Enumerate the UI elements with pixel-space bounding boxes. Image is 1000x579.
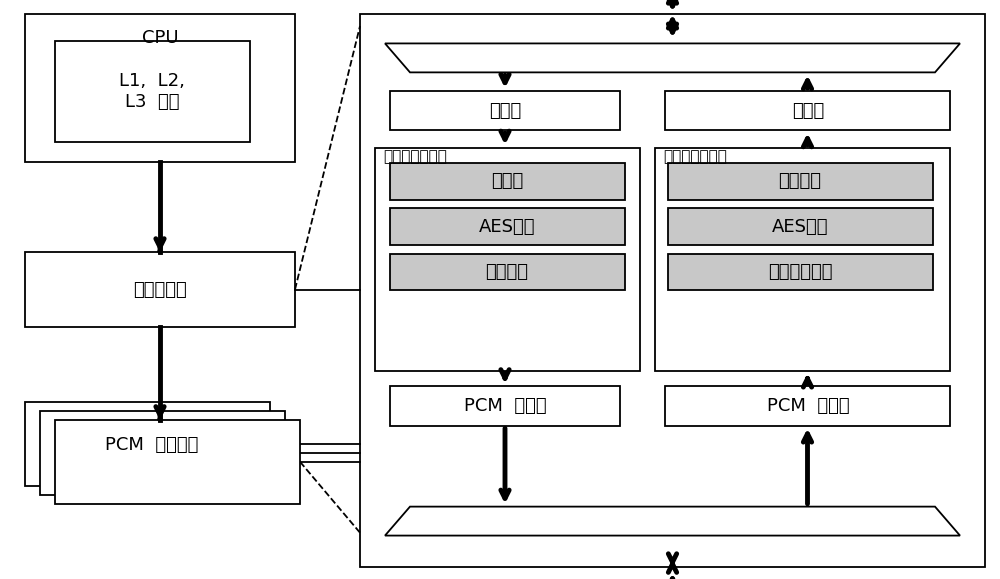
Text: 循环移动: 循环移动 xyxy=(486,263,528,281)
Bar xyxy=(390,208,625,245)
Text: CPU: CPU xyxy=(142,28,178,47)
Text: 内存控制器: 内存控制器 xyxy=(133,280,187,299)
Polygon shape xyxy=(385,43,960,72)
Text: PCM  读控制: PCM 读控制 xyxy=(767,397,849,415)
Text: 数据重映射恢复: 数据重映射恢复 xyxy=(663,149,727,164)
Bar xyxy=(665,91,950,130)
Text: 逆向循环移动: 逆向循环移动 xyxy=(768,263,832,281)
Bar xyxy=(25,252,295,327)
Text: AES解密: AES解密 xyxy=(772,218,828,236)
Bar xyxy=(390,254,625,290)
Polygon shape xyxy=(385,507,960,536)
Text: L1,  L2,
L3  缓存: L1, L2, L3 缓存 xyxy=(119,72,185,111)
Bar xyxy=(668,254,933,290)
Text: 写缓冲: 写缓冲 xyxy=(489,101,521,120)
Bar xyxy=(665,386,950,426)
Text: 重映射: 重映射 xyxy=(491,172,523,190)
Text: 数据重映射加密: 数据重映射加密 xyxy=(383,149,447,164)
Bar xyxy=(655,148,950,371)
Text: PCM  存储阵列: PCM 存储阵列 xyxy=(105,435,199,454)
Bar xyxy=(390,163,625,200)
Bar xyxy=(360,14,985,567)
Bar xyxy=(25,14,295,162)
Bar xyxy=(40,411,285,495)
Bar xyxy=(668,208,933,245)
Bar xyxy=(55,41,250,142)
Text: 映射恢复: 映射恢复 xyxy=(778,172,822,190)
Text: 读缓冲: 读缓冲 xyxy=(792,101,824,120)
Bar xyxy=(375,148,640,371)
Bar xyxy=(390,386,620,426)
Bar xyxy=(668,163,933,200)
Bar xyxy=(55,420,300,504)
Bar xyxy=(25,402,270,486)
Text: PCM  写控制: PCM 写控制 xyxy=(464,397,546,415)
Bar xyxy=(390,91,620,130)
Text: AES加密: AES加密 xyxy=(479,218,535,236)
